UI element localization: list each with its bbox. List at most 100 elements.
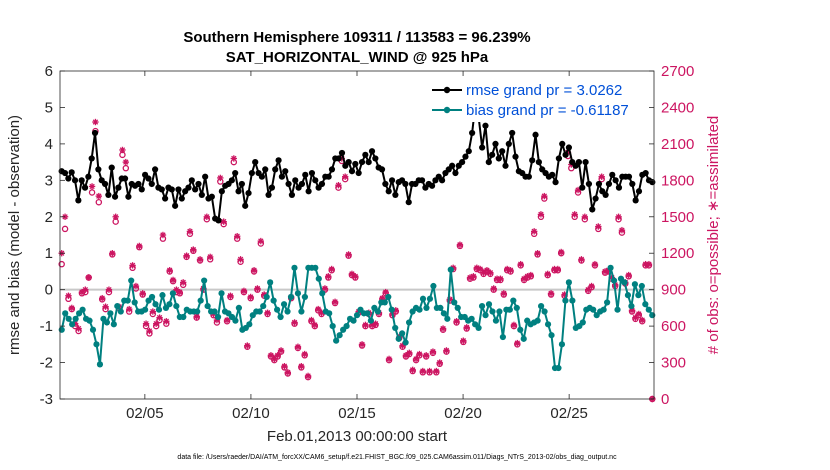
bias-point [520, 335, 527, 342]
y-tick-label: 2 [45, 209, 53, 226]
asterisk-stroke [528, 272, 534, 278]
obs-assimilated-marker [541, 192, 548, 200]
asterisk-stroke [278, 347, 284, 354]
obs-assimilated-marker [433, 367, 440, 375]
obs-possible-marker [61, 225, 69, 233]
asterisk-stroke [85, 274, 92, 281]
x-tick-label: 02/10 [232, 405, 270, 422]
bias-point [499, 333, 506, 341]
asterisk-stroke [285, 369, 291, 375]
asterisk-stroke [615, 214, 622, 220]
asterisk-stroke [409, 367, 416, 373]
asterisk-stroke [386, 356, 392, 362]
bias-point [152, 301, 159, 308]
obs-assimilated-marker [176, 288, 184, 296]
rmse-point [592, 195, 599, 202]
bias-point [447, 266, 454, 273]
obs-assimilated-marker [277, 347, 285, 354]
obs-assimilated-marker [75, 325, 82, 332]
bias-point [312, 264, 319, 271]
rmse-point [282, 168, 289, 175]
obs-assimilated-marker [267, 352, 275, 359]
obs-assimilated-marker [497, 275, 504, 282]
obs-assimilated-marker [139, 290, 146, 297]
asterisk-stroke [463, 324, 470, 331]
rmse-point [378, 166, 386, 173]
rmse-point [372, 155, 379, 162]
y-tick-label: 3 [45, 172, 53, 189]
obs-assimilated-marker [163, 318, 170, 325]
rmse-point [328, 166, 336, 173]
asterisk-stroke [487, 269, 494, 276]
bias-point [562, 297, 569, 304]
asterisk-stroke [187, 228, 193, 235]
obs-assimilated-marker [169, 276, 177, 284]
obs-assimilated-marker [352, 273, 359, 280]
obs-assimilated-marker [196, 256, 204, 263]
rmse-point [101, 180, 109, 188]
rmse-point [368, 148, 376, 155]
bias-point [260, 302, 267, 310]
rmse-point [532, 131, 539, 138]
obs-assimilated-marker [257, 237, 265, 245]
rmse-point [302, 171, 309, 178]
bias-point [326, 310, 333, 317]
legend-box [430, 80, 648, 122]
obs-assimilated-marker [335, 181, 342, 189]
asterisk-stroke [139, 290, 146, 297]
rmse-point [248, 169, 255, 177]
obs-assimilated-marker [470, 273, 477, 280]
obs-assimilated-marker [385, 355, 393, 363]
rmse-point [278, 173, 286, 180]
rmse-point [318, 180, 326, 188]
obs-assimilated-marker [95, 192, 103, 200]
bias-point [204, 302, 211, 310]
rmse-point [71, 177, 79, 184]
obs-assimilated-marker [547, 290, 555, 297]
rmse-point [485, 159, 492, 166]
bias-point [329, 323, 336, 330]
rmse-point [242, 202, 249, 209]
asterisk-stroke [298, 363, 305, 369]
asterisk-stroke [359, 341, 365, 348]
obs-assimilated-marker [598, 173, 605, 180]
rmse-point [625, 173, 633, 180]
asterisk-stroke [322, 285, 328, 292]
bias-point [256, 308, 263, 315]
obs-assimilated-marker [426, 367, 433, 375]
bias-point [350, 317, 357, 324]
asterisk-stroke [423, 352, 429, 358]
rmse-point [579, 184, 586, 191]
asterisk-stroke [89, 183, 95, 190]
bias-point [541, 308, 548, 315]
rmse-point [148, 180, 155, 188]
bias-point [555, 364, 562, 372]
obs-assimilated-marker [490, 285, 497, 292]
asterisk-stroke [79, 289, 85, 295]
obs-assimilated-marker [507, 267, 514, 274]
bias-point [496, 308, 503, 315]
asterisk-stroke [619, 227, 625, 233]
rmse-point [345, 159, 352, 166]
rmse-point [555, 155, 562, 162]
asterisk-stroke [582, 214, 588, 220]
bias-point [385, 293, 392, 301]
rmse-point [469, 129, 476, 137]
asterisk-stroke [501, 290, 507, 297]
rmse-point [198, 191, 205, 199]
asterisk-stroke [426, 368, 433, 374]
legend-bias-label: bias grand pr = -0.61187 [466, 102, 629, 119]
asterisk-stroke [514, 340, 521, 346]
asterisk-stroke [538, 211, 544, 218]
rmse-point [529, 157, 536, 164]
bias-point [218, 290, 225, 297]
rmse-point [562, 151, 569, 158]
rmse-point [275, 157, 282, 164]
obs-assimilated-marker [422, 352, 430, 359]
asterisk-stroke [291, 319, 298, 326]
y-tick-label: 5 [45, 99, 53, 116]
bias-point [291, 264, 298, 271]
asterisk-stroke [474, 265, 480, 271]
asterisk-stroke [190, 246, 197, 253]
rmse-point [495, 155, 502, 162]
